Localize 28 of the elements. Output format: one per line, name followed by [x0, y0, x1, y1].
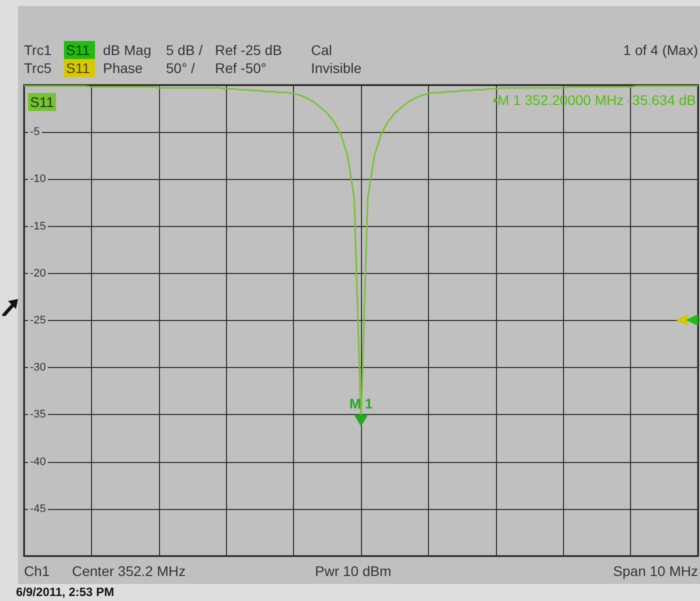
y-tick-label: -25	[30, 314, 46, 326]
text: S11	[64, 59, 95, 77]
text: Invisible	[311, 59, 362, 77]
text: Phase	[103, 59, 143, 77]
text: Ref -50°	[215, 59, 267, 77]
text: Ref -25 dB	[215, 41, 282, 59]
text: Trc1	[24, 41, 52, 59]
y-tick-label: -45	[30, 502, 46, 515]
y-tick-label: -5	[30, 126, 40, 138]
text: 50° /	[166, 59, 195, 77]
y-tick-label: -10	[30, 173, 46, 186]
y-tick-label: -20	[30, 267, 46, 280]
y-tick-label: -40	[30, 456, 46, 468]
text: Cal	[311, 41, 332, 59]
y-tick-label: -30	[30, 362, 46, 374]
text: 5 dB /	[166, 41, 203, 59]
y-tick-label: -35	[30, 408, 46, 421]
text: 1 of 4 (Max)	[623, 41, 698, 59]
text: Span 10 MHz	[613, 562, 698, 580]
text: 6/9/2011, 2:53 PM	[16, 585, 114, 599]
text: dB Mag	[103, 41, 152, 59]
y-tick-label: -15	[30, 220, 46, 232]
text: Ch1	[24, 562, 50, 580]
text: Trc5	[24, 59, 52, 77]
text: S11	[64, 41, 95, 59]
text: Pwr 10 dBm	[315, 562, 392, 580]
text: Center 352.2 MHz	[72, 562, 186, 580]
series-label: S11	[28, 93, 56, 111]
